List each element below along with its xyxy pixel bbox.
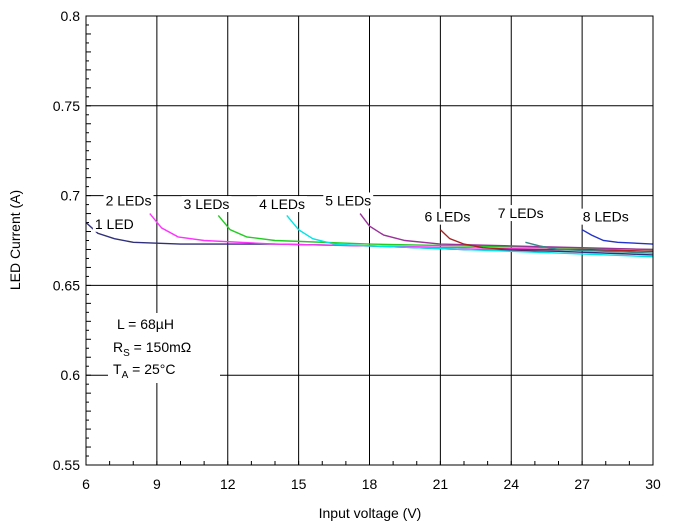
series-label-background [103, 192, 154, 209]
series-group [85, 213, 654, 258]
series-label: 5 LEDs [325, 192, 371, 208]
series-line-3-leds [217, 214, 654, 251]
ambient-temperature-value: = 25°C [128, 361, 175, 377]
y-tick-label: 0.8 [61, 8, 81, 24]
x-axis-label: Input voltage (V) [319, 505, 422, 521]
series-label-background [323, 192, 374, 209]
y-tick-label: 0.6 [61, 367, 81, 383]
series-label-background [257, 196, 308, 213]
series-label: 1 LED [95, 216, 134, 232]
y-tick-label: 0.65 [53, 277, 80, 293]
x-tick-label: 24 [503, 476, 519, 492]
series-label-background [580, 208, 631, 225]
x-tick-labels: 6 9 12 15 18 21 24 27 30 [82, 476, 661, 492]
series-label: 4 LEDs [259, 196, 305, 212]
ambient-temperature-subscript: A [122, 370, 129, 381]
x-tick-label: 15 [291, 476, 307, 492]
series-label: 7 LEDs [498, 205, 544, 221]
series-label-background [181, 196, 232, 213]
series-line-8-leds [581, 229, 654, 245]
sense-resistor-symbol: R [113, 339, 123, 355]
x-tick-label: 18 [362, 476, 378, 492]
x-tick-label: 21 [433, 476, 449, 492]
y-tick-label: 0.55 [53, 457, 80, 473]
y-tick-label: 0.7 [61, 188, 81, 204]
parameter-annotation: L = 68µH RS = 150mΩ TA = 25°C [108, 313, 220, 383]
series-label: 3 LEDs [184, 196, 230, 212]
series-labels: 1 LED 2 LEDs 3 LEDs 4 LEDs 5 LEDs 6 LEDs 7 LED… [92, 192, 631, 232]
x-tick-label: 27 [574, 476, 590, 492]
series-label: 8 LEDs [583, 209, 629, 225]
series-line-4-leds [286, 214, 654, 258]
x-tick-label: 6 [82, 476, 90, 492]
ambient-temperature-text: TA = 25°C [113, 361, 175, 381]
grid [86, 16, 653, 465]
y-tick-label: 0.75 [53, 98, 80, 114]
series-label: 6 LEDs [425, 209, 471, 225]
series-line-7-leds [525, 241, 654, 254]
sense-resistor-text: RS = 150mΩ [113, 339, 191, 359]
series-line-1-led [85, 221, 654, 256]
series-label-background [92, 215, 136, 232]
ambient-temperature-symbol: T [113, 361, 122, 377]
x-tick-label: 12 [220, 476, 236, 492]
sense-resistor-value: = 150mΩ [130, 339, 191, 355]
x-tick-label: 9 [153, 476, 161, 492]
inductance-text: L = 68µH [117, 316, 174, 332]
series-line-5-leds [359, 213, 654, 251]
annotation-background [108, 313, 220, 383]
x-tick-label: 30 [645, 476, 661, 492]
plot-frame [85, 15, 654, 466]
y-axis-label: LED Current (A) [7, 190, 23, 290]
sense-resistor-subscript: S [123, 348, 130, 359]
series-label: 2 LEDs [106, 192, 152, 208]
series-label-background [422, 208, 473, 225]
y-tick-labels: 0.55 0.6 0.65 0.7 0.75 0.8 [53, 8, 80, 473]
series-line-6-leds [439, 229, 654, 252]
series-label-background [495, 205, 546, 222]
